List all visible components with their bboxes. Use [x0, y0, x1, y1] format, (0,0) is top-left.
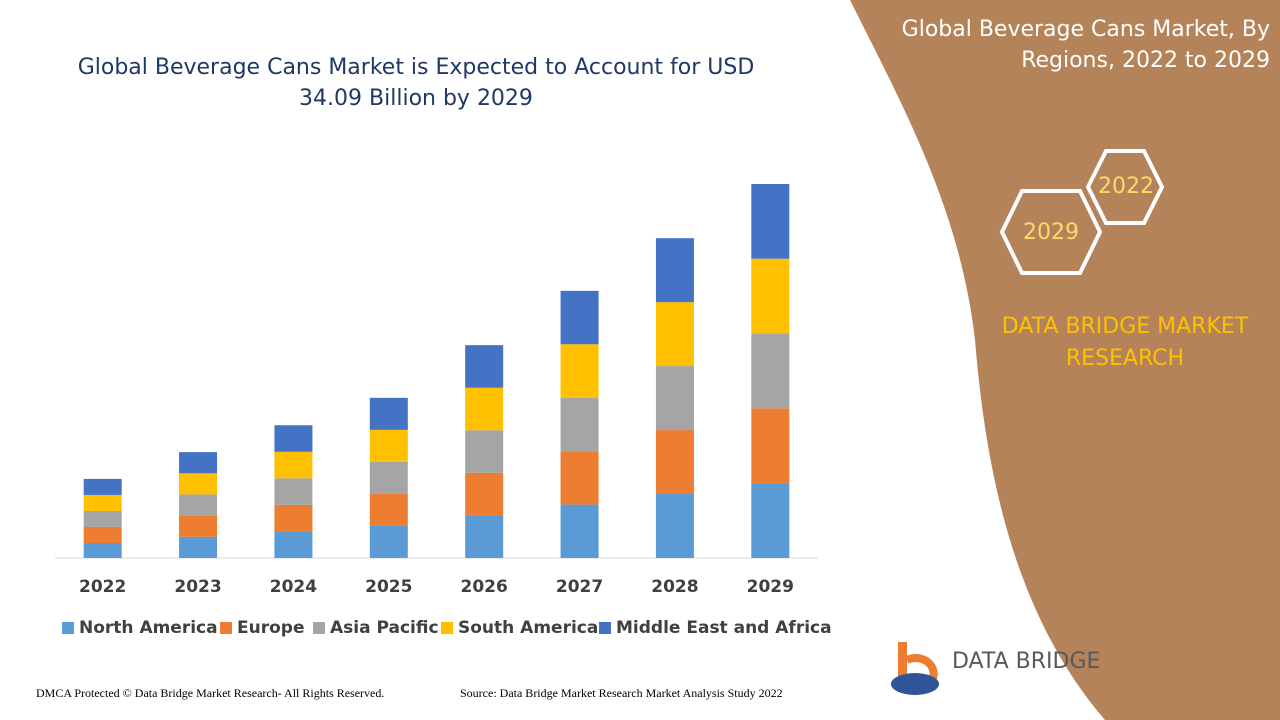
legend-label: South America	[458, 618, 598, 638]
x-tick-label: 2025	[365, 577, 412, 597]
legend-swatch	[62, 622, 74, 634]
legend-label: Europe	[237, 618, 304, 638]
bar-segment	[751, 258, 790, 334]
legend-label: Middle East and Africa	[616, 618, 832, 638]
bar-segment	[560, 397, 599, 452]
brand: DATA BRIDGE MARKET RESEARCH	[1001, 314, 1249, 371]
bar-segment	[655, 302, 694, 367]
bar-segment	[83, 478, 122, 495]
legend-swatch	[599, 622, 611, 634]
copyright: DMCA Protected © Data Bridge Market Rese…	[36, 686, 385, 700]
panel-title: Global Beverage Cans Market, By Regions,…	[901, 17, 1270, 73]
bar-segment	[274, 531, 313, 558]
bar-segment	[560, 290, 599, 345]
bar-segment	[655, 366, 694, 431]
bar-segment	[369, 493, 408, 526]
bar-segment	[560, 504, 599, 558]
hexagon-label: 2029	[1023, 220, 1079, 245]
bar-segment	[179, 452, 218, 474]
chart-title: Global Beverage Cans Market is Expected …	[77, 55, 755, 111]
bar-segment	[465, 345, 504, 388]
legend-swatch	[313, 622, 325, 634]
bar-segment	[465, 515, 504, 558]
logo-mark	[891, 673, 939, 695]
logo-mark	[898, 642, 907, 690]
legend-swatch	[441, 622, 453, 634]
bar-segment	[465, 472, 504, 516]
bar-segment	[179, 473, 218, 495]
bar-segment	[751, 408, 790, 484]
bar-segment	[369, 461, 408, 494]
legend-label: North America	[79, 618, 218, 638]
bar-segment	[369, 397, 408, 430]
bar-segment	[274, 478, 313, 505]
hexagon	[999, 189, 1103, 275]
bar-segment	[83, 526, 122, 543]
bar-segment	[560, 344, 599, 398]
x-tick-label: 2028	[651, 577, 698, 597]
x-tick-label: 2026	[461, 577, 508, 597]
bar-segment	[274, 451, 313, 479]
bar-segment	[179, 494, 218, 516]
bar-segment	[179, 536, 218, 558]
bar-segment	[465, 387, 504, 431]
legend-swatch	[220, 622, 232, 634]
bar-segment	[179, 515, 218, 537]
x-tick-label: 2022	[79, 577, 126, 597]
hexagon	[1085, 149, 1165, 225]
bar-segment	[655, 238, 694, 303]
side-panel	[850, 0, 1280, 720]
bar-segment	[655, 430, 694, 495]
bar-segment	[369, 429, 408, 462]
bar-segment	[465, 430, 504, 473]
bar-segment	[83, 494, 122, 511]
logo-text: DATA BRIDGE	[952, 649, 1100, 674]
logo: DATA BRIDGE	[891, 642, 1100, 695]
bar-segment	[751, 184, 790, 259]
bar-segment	[83, 510, 122, 527]
x-tick-label: 2024	[270, 577, 317, 597]
x-tick-label: 2027	[556, 577, 603, 597]
bar-segment	[751, 483, 790, 558]
bar-segment	[83, 542, 122, 558]
hexagon-label: 2022	[1098, 174, 1154, 199]
bar-segment	[274, 425, 313, 452]
bar-segment	[274, 504, 313, 532]
source: Source: Data Bridge Market Research Mark…	[460, 686, 783, 700]
x-tick-label: 2023	[174, 577, 221, 597]
bar-segment	[369, 525, 408, 558]
bar-segment	[560, 451, 599, 505]
bar-segment	[655, 494, 694, 558]
x-tick-label: 2029	[747, 577, 794, 597]
bar-segment	[751, 333, 790, 409]
legend-label: Asia Pacific	[330, 618, 439, 638]
